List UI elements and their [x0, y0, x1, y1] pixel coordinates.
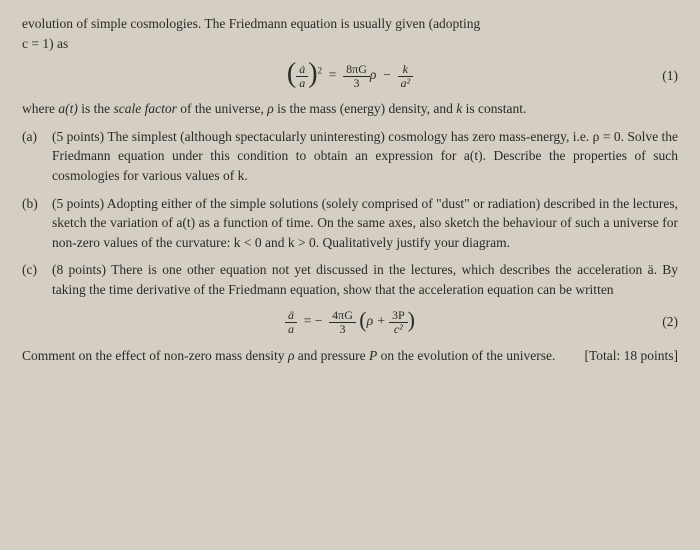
part-a: (a) (5 points) The simplest (although sp…	[22, 127, 678, 186]
part-a-body: (5 points) The simplest (although specta…	[52, 127, 678, 186]
part-b-body: (5 points) Adopting either of the simple…	[52, 194, 678, 253]
page-content: evolution of simple cosmologies. The Fri…	[0, 0, 700, 379]
eq1-coef-den: 3	[343, 77, 370, 90]
total-points: [Total: 18 points]	[584, 346, 678, 366]
eq2-coef-den: 3	[329, 323, 356, 336]
eq2-rho: ρ +	[367, 314, 386, 329]
part-a-label: (a)	[22, 127, 52, 186]
part-b-label: (b)	[22, 194, 52, 253]
part-c-label: (c)	[22, 260, 52, 299]
intro-line1: evolution of simple cosmologies. The Fri…	[22, 16, 480, 31]
eq1-adot: ȧ	[296, 63, 308, 77]
eq2-a: a	[285, 323, 297, 336]
comment-text: Comment on the effect of non-zero mass d…	[22, 346, 678, 366]
where-text: where a(t) is the scale factor of the un…	[22, 99, 678, 119]
eq2-number: (2)	[662, 313, 678, 333]
eq2-addot: ä	[285, 309, 297, 323]
equation-2: äa = − 4πG3 (ρ + 3Pc²) (2)	[22, 309, 678, 335]
part-c: (c) (8 points) There is one other equati…	[22, 260, 678, 299]
eq1-equals: =	[329, 67, 337, 82]
eq2-c2: c²	[389, 323, 408, 336]
eq1-minus: −	[383, 67, 391, 82]
eq2-3p: 3P	[389, 309, 408, 323]
part-c-body: (8 points) There is one other equation n…	[52, 260, 678, 299]
intro-line2: c = 1) as	[22, 36, 68, 51]
eq2-coef-num: 4πG	[329, 309, 356, 323]
eq2-equals: = −	[304, 314, 323, 329]
eq1-a: a	[296, 77, 308, 90]
equation-1: (ȧa)2 = 8πG3ρ − ka² (1)	[22, 63, 678, 89]
eq1-rho: ρ	[370, 67, 376, 82]
part-b: (b) (5 points) Adopting either of the si…	[22, 194, 678, 253]
intro-text: evolution of simple cosmologies. The Fri…	[22, 14, 678, 53]
eq1-a2: a²	[398, 77, 414, 90]
eq1-number: (1)	[662, 66, 678, 86]
eq1-coef-num: 8πG	[343, 63, 370, 77]
eq1-k: k	[398, 63, 414, 77]
